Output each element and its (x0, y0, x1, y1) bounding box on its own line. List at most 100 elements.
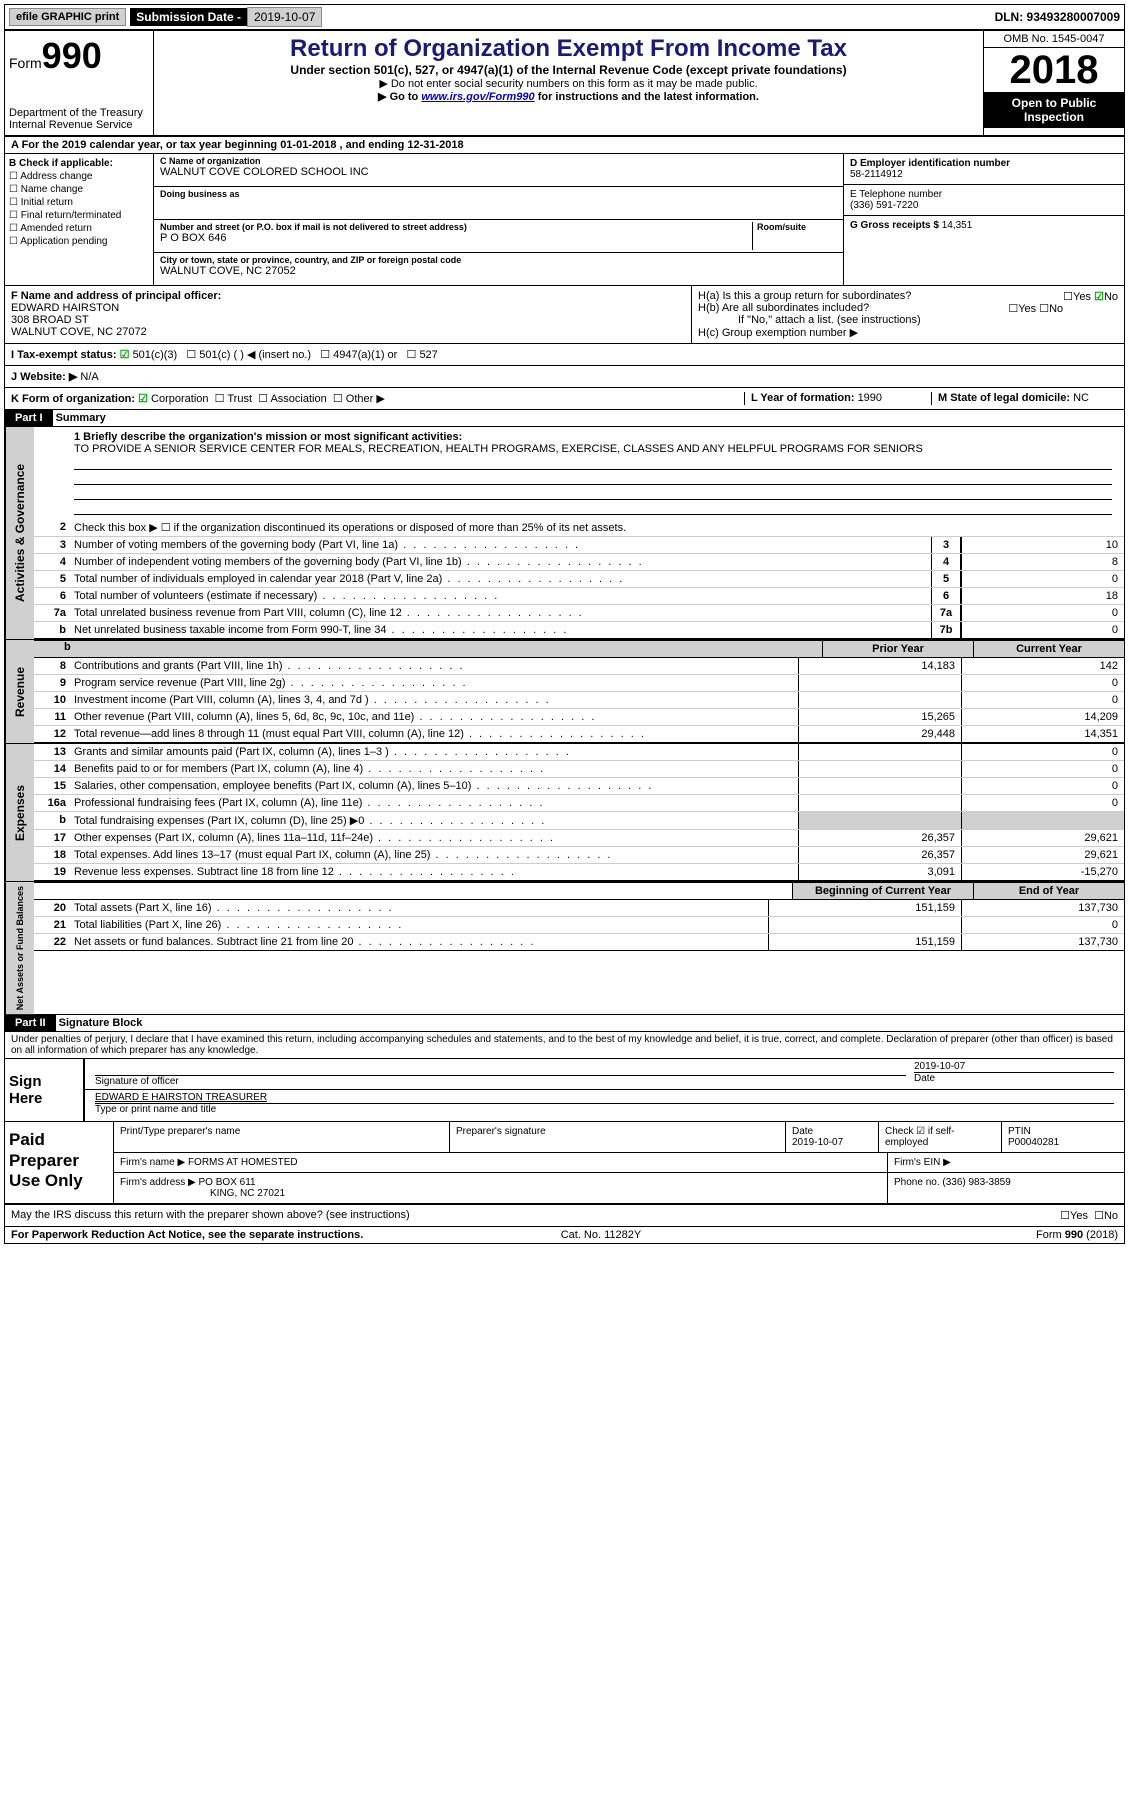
table-row: 9Program service revenue (Part VIII, lin… (34, 675, 1124, 692)
row-current: 0 (961, 917, 1124, 933)
form-header: Form990 Department of the Treasury Inter… (5, 31, 1124, 137)
goto-post: for instructions and the latest informat… (535, 91, 759, 103)
row-desc: Check this box ▶ ☐ if the organization d… (70, 519, 1124, 536)
f-block: F Name and address of principal officer:… (5, 286, 692, 343)
org-name: WALNUT COVE COLORED SCHOOL INC (160, 166, 837, 178)
e-phone-label: E Telephone number (850, 189, 1118, 200)
column-b: B Check if applicable: ☐ Address change … (5, 154, 154, 285)
firm-phone-value: (336) 983-3859 (942, 1177, 1010, 1188)
row-desc: Number of voting members of the governin… (70, 537, 931, 553)
check-initial-return[interactable]: ☐ Initial return (9, 197, 149, 208)
activities-governance-section: Activities & Governance 1 Briefly descri… (5, 427, 1124, 640)
part1-label: Part I (5, 410, 53, 426)
row-current: 0 (961, 692, 1124, 708)
form-subtitle-1: Under section 501(c), 527, or 4947(a)(1)… (162, 63, 975, 77)
row-prior (798, 744, 961, 760)
header-right: OMB No. 1545-0047 2018 Open to Public In… (983, 31, 1124, 135)
firm-phone-label: Phone no. (894, 1177, 942, 1188)
i-opt-501c[interactable]: 501(c) ( ) ◀ (insert no.) (199, 349, 311, 361)
table-row: 19Revenue less expenses. Subtract line 1… (34, 864, 1124, 881)
table-row: 15Salaries, other compensation, employee… (34, 778, 1124, 795)
table-row: 17Other expenses (Part IX, column (A), l… (34, 830, 1124, 847)
sig-name-label: Type or print name and title (95, 1103, 1114, 1115)
end-year-header: End of Year (973, 883, 1124, 899)
row-box: 7a (931, 605, 961, 621)
firm-city-value: KING, NC 27021 (120, 1188, 285, 1199)
signature-declaration: Under penalties of perjury, I declare th… (5, 1032, 1124, 1059)
check-final-return[interactable]: ☐ Final return/terminated (9, 210, 149, 221)
row-desc: Net assets or fund balances. Subtract li… (70, 934, 768, 950)
row-desc: Number of independent voting members of … (70, 554, 931, 570)
current-year-header: Current Year (973, 641, 1124, 657)
check-name-change[interactable]: ☐ Name change (9, 184, 149, 195)
k-opt-assoc[interactable]: Association (270, 393, 326, 405)
row-num: 15 (34, 778, 70, 794)
prep-self-employed[interactable]: Check ☑ if self-employed (879, 1122, 1002, 1152)
ha-no[interactable]: No (1104, 291, 1118, 303)
row-desc: Grants and similar amounts paid (Part IX… (70, 744, 798, 760)
row-num: 11 (34, 709, 70, 725)
table-row: 2Check this box ▶ ☐ if the organization … (34, 519, 1124, 537)
discuss-yes[interactable]: Yes (1070, 1210, 1088, 1222)
firm-addr-value: PO BOX 611 (199, 1177, 256, 1188)
k-opt-other[interactable]: Other ▶ (346, 393, 385, 405)
hb-yes[interactable]: Yes (1018, 303, 1036, 315)
i-opt-4947[interactable]: 4947(a)(1) or (333, 349, 397, 361)
footer-mid: Cat. No. 11282Y (561, 1229, 642, 1241)
check-address-change[interactable]: ☐ Address change (9, 171, 149, 182)
submission-date-label: Submission Date - (130, 8, 247, 26)
row-num: 8 (34, 658, 70, 674)
discuss-row: May the IRS discuss this return with the… (5, 1205, 1124, 1227)
footer-row: For Paperwork Reduction Act Notice, see … (5, 1227, 1124, 1243)
row-current: 14,351 (961, 726, 1124, 742)
check-application-pending[interactable]: ☐ Application pending (9, 236, 149, 247)
sign-here-section: Sign Here Signature of officer 2019-10-0… (5, 1059, 1124, 1122)
table-row: 7aTotal unrelated business revenue from … (34, 605, 1124, 622)
paid-preparer-section: Paid Preparer Use Only Print/Type prepar… (5, 1122, 1124, 1205)
addr-value: P O BOX 646 (160, 232, 752, 244)
k-corp-check[interactable]: ☑ (138, 393, 148, 405)
firm-name-value: FORMS AT HOMESTED (188, 1157, 298, 1168)
hb-no[interactable]: No (1049, 303, 1063, 315)
sig-name-value: EDWARD E HAIRSTON TREASURER (95, 1092, 1114, 1103)
prep-date-value: 2019-10-07 (792, 1137, 843, 1148)
row-num: 21 (34, 917, 70, 933)
table-row: 18Total expenses. Add lines 13–17 (must … (34, 847, 1124, 864)
irs-link[interactable]: www.irs.gov/Form990 (421, 91, 534, 103)
goto-pre: ▶ Go to (378, 91, 421, 103)
row-num: b (34, 622, 70, 638)
j-label: J Website: ▶ (11, 371, 77, 383)
row-current: 142 (961, 658, 1124, 674)
dln-value: DLN: 93493280007009 (995, 10, 1120, 24)
table-row: 6Total number of volunteers (estimate if… (34, 588, 1124, 605)
revenue-section: Revenue b Prior Year Current Year 8Contr… (5, 640, 1124, 744)
row-current: 0 (961, 675, 1124, 691)
row-current: 137,730 (961, 934, 1124, 950)
row-num: 19 (34, 864, 70, 880)
hb-label: H(b) Are all subordinates included? (698, 302, 869, 314)
ha-yes[interactable]: Yes (1073, 291, 1091, 303)
k-opt-trust[interactable]: Trust (227, 393, 252, 405)
check-amended-return[interactable]: ☐ Amended return (9, 223, 149, 234)
row-prior: 29,448 (798, 726, 961, 742)
row-current: 0 (961, 795, 1124, 811)
row-desc: Total unrelated business revenue from Pa… (70, 605, 931, 621)
i-501c3-check[interactable]: ☑ (120, 349, 130, 361)
hb-note: If "No," attach a list. (see instruction… (698, 314, 1118, 326)
sig-officer-label: Signature of officer (95, 1075, 906, 1087)
open-to-public: Open to Public Inspection (984, 92, 1124, 128)
row-prior (798, 675, 961, 691)
sig-date-value: 2019-10-07 (914, 1061, 1114, 1072)
part2-header: Part II Signature Block (5, 1015, 1124, 1032)
ha-label: H(a) Is this a group return for subordin… (698, 290, 911, 302)
form-number: 990 (42, 35, 102, 76)
table-row: 12Total revenue—add lines 8 through 11 (… (34, 726, 1124, 743)
prep-sig-label: Preparer's signature (450, 1122, 786, 1152)
row-desc: Total liabilities (Part X, line 26) (70, 917, 768, 933)
mission-label: 1 Briefly describe the organization's mi… (74, 431, 462, 443)
i-opt-527[interactable]: 527 (419, 349, 437, 361)
discuss-no[interactable]: No (1104, 1210, 1118, 1222)
side-activities-governance: Activities & Governance (5, 427, 34, 639)
efile-print-button[interactable]: efile GRAPHIC print (9, 8, 126, 26)
row-prior (798, 795, 961, 811)
